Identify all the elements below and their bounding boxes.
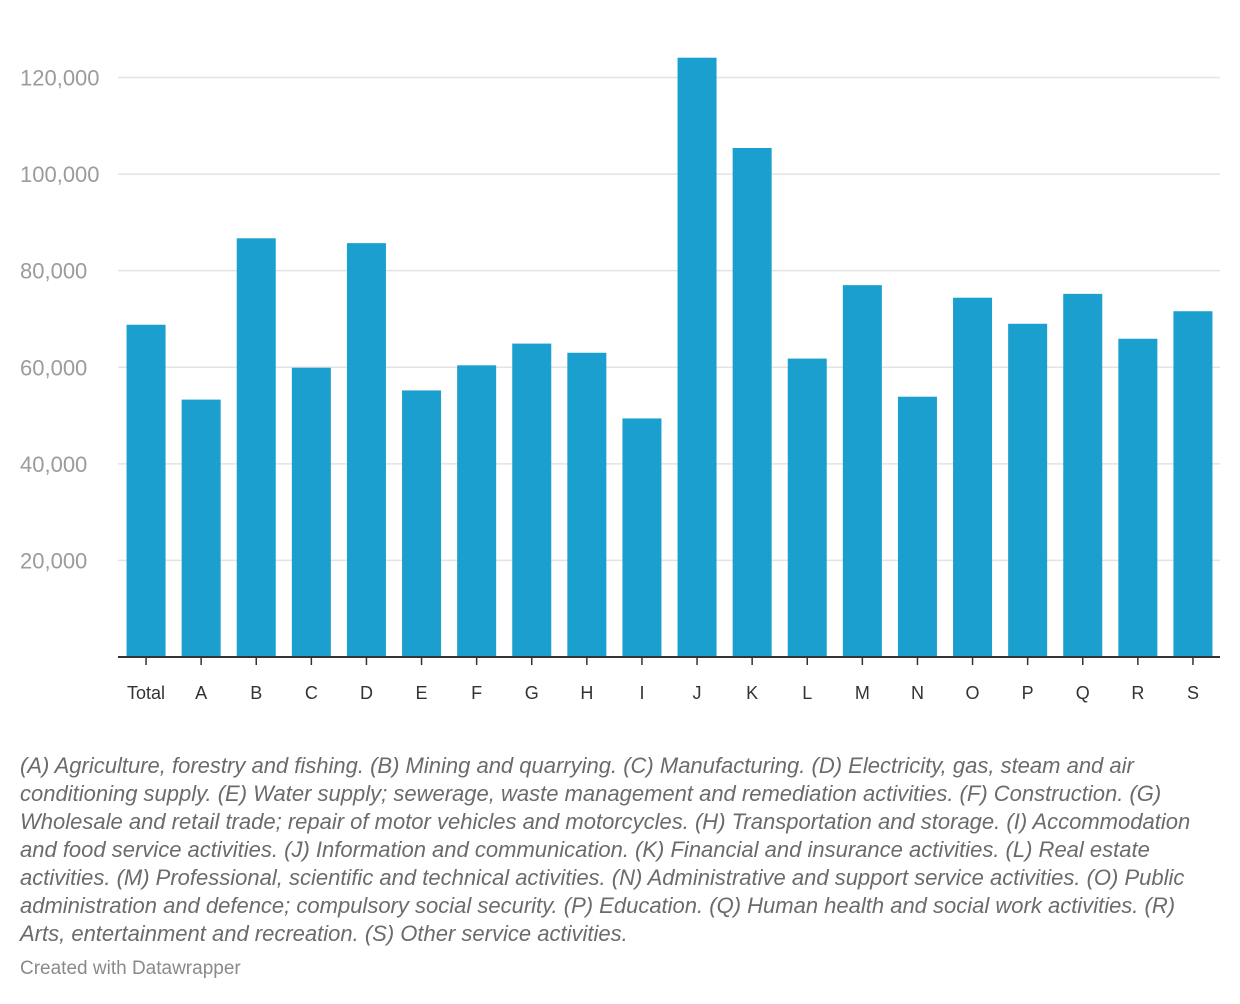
bar [567, 352, 607, 657]
y-tick-label: 80,000 [20, 259, 87, 284]
x-tick-label: F [471, 683, 482, 703]
x-tick-label: N [911, 683, 924, 703]
bar [291, 367, 331, 657]
bar-chart: 20,000 40,000 60,000 80,000 100,000 120,000 To… [20, 57, 1220, 703]
bar [457, 365, 497, 657]
x-tick-label: K [746, 683, 758, 703]
y-tick-label: 20,000 [20, 548, 87, 573]
x-tick-label: P [1022, 683, 1034, 703]
bar [842, 285, 882, 657]
chart-area: 20,000 40,000 60,000 80,000 100,000 120,000 To… [20, 57, 1220, 703]
bar [1008, 323, 1048, 657]
bar [732, 148, 772, 657]
x-tick-label: M [855, 683, 870, 703]
bar [953, 297, 993, 657]
bar [622, 418, 662, 657]
chart-notes: (A) Agriculture, forestry and fishing. (… [20, 753, 1191, 946]
x-tick-label: G [525, 683, 539, 703]
credit-line: Created with Datawrapper [20, 958, 241, 979]
bar [1118, 338, 1158, 657]
y-tick-label: 60,000 [20, 355, 87, 380]
bar [181, 399, 221, 657]
x-tick-label: O [966, 683, 980, 703]
bar [402, 390, 442, 657]
x-tick-label: Q [1076, 683, 1090, 703]
bar [1173, 311, 1213, 657]
bar [346, 243, 386, 657]
bar [236, 238, 276, 657]
x-tick-label: H [580, 683, 593, 703]
x-tick-label: B [250, 683, 262, 703]
x-tick-label: J [693, 683, 702, 703]
y-tick-label: 100,000 [20, 162, 100, 187]
y-tick-label: 40,000 [20, 452, 87, 477]
x-tick-label: A [195, 683, 207, 703]
x-tick-label: L [802, 683, 812, 703]
x-tick-label: C [305, 683, 318, 703]
bar [512, 343, 552, 657]
x-tick-label: E [416, 683, 428, 703]
bar [677, 57, 717, 657]
bar [1063, 293, 1103, 657]
bar [787, 358, 827, 657]
x-tick-label: S [1187, 683, 1199, 703]
x-tick-label: I [639, 683, 644, 703]
y-tick-label: 120,000 [20, 66, 100, 91]
x-tick-label: D [360, 683, 373, 703]
x-tick-label: R [1131, 683, 1144, 703]
x-tick-label: Total [127, 683, 165, 703]
bar [126, 324, 166, 657]
bar [897, 396, 937, 657]
